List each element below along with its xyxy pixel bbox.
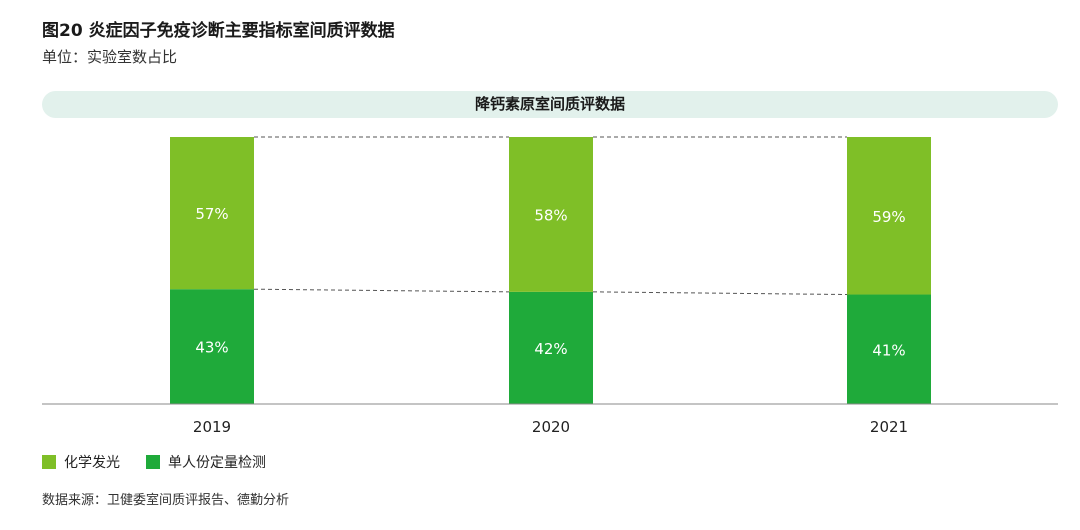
legend-item-chemiluminescence: 化学发光 bbox=[42, 452, 120, 472]
stacked-bar-chart: 43% 57% 2019 42% 58% 2020 41% 59% 2021 bbox=[42, 136, 1058, 436]
bar-chemiluminescence-2021 bbox=[847, 137, 931, 295]
legend-swatch-single-quant bbox=[146, 455, 160, 469]
legend-item-single-quant: 单人份定量检测 bbox=[146, 452, 266, 472]
section-banner: 降钙素原室间质评数据 bbox=[42, 91, 1058, 118]
legend-swatch-chemiluminescence bbox=[42, 455, 56, 469]
data-label-single-quant-2021: 41% bbox=[872, 341, 905, 359]
connector-mid-0 bbox=[253, 288, 510, 293]
bar-single-quant-2020 bbox=[509, 291, 593, 404]
data-label-chemiluminescence-2019: 57% bbox=[195, 205, 228, 223]
data-label-chemiluminescence-2021: 59% bbox=[872, 208, 905, 226]
data-label-single-quant-2019: 43% bbox=[195, 339, 228, 357]
bar-single-quant-2019 bbox=[170, 289, 254, 404]
bar-single-quant-2021 bbox=[847, 294, 931, 404]
chart-subtitle: 单位：实验室数占比 bbox=[42, 48, 178, 66]
legend-label-chemiluminescence: 化学发光 bbox=[64, 455, 120, 471]
data-label-single-quant-2020: 42% bbox=[534, 340, 567, 358]
x-tick-label-2020: 2020 bbox=[532, 418, 570, 436]
data-label-chemiluminescence-2020: 58% bbox=[534, 206, 567, 224]
x-tick-label-2019: 2019 bbox=[193, 418, 231, 436]
connector-mid-1 bbox=[592, 291, 848, 296]
bar-chemiluminescence-2019 bbox=[170, 137, 254, 290]
x-tick-label-2021: 2021 bbox=[870, 418, 908, 436]
legend-label-single-quant: 单人份定量检测 bbox=[168, 455, 266, 471]
chart-legend: 化学发光 单人份定量检测 bbox=[42, 452, 266, 472]
chart-title: 图20 炎症因子免疫诊断主要指标室间质评数据 bbox=[42, 21, 395, 41]
bar-chemiluminescence-2020 bbox=[509, 137, 593, 292]
source-note: 数据来源：卫健委室间质评报告、德勤分析 bbox=[42, 493, 290, 508]
